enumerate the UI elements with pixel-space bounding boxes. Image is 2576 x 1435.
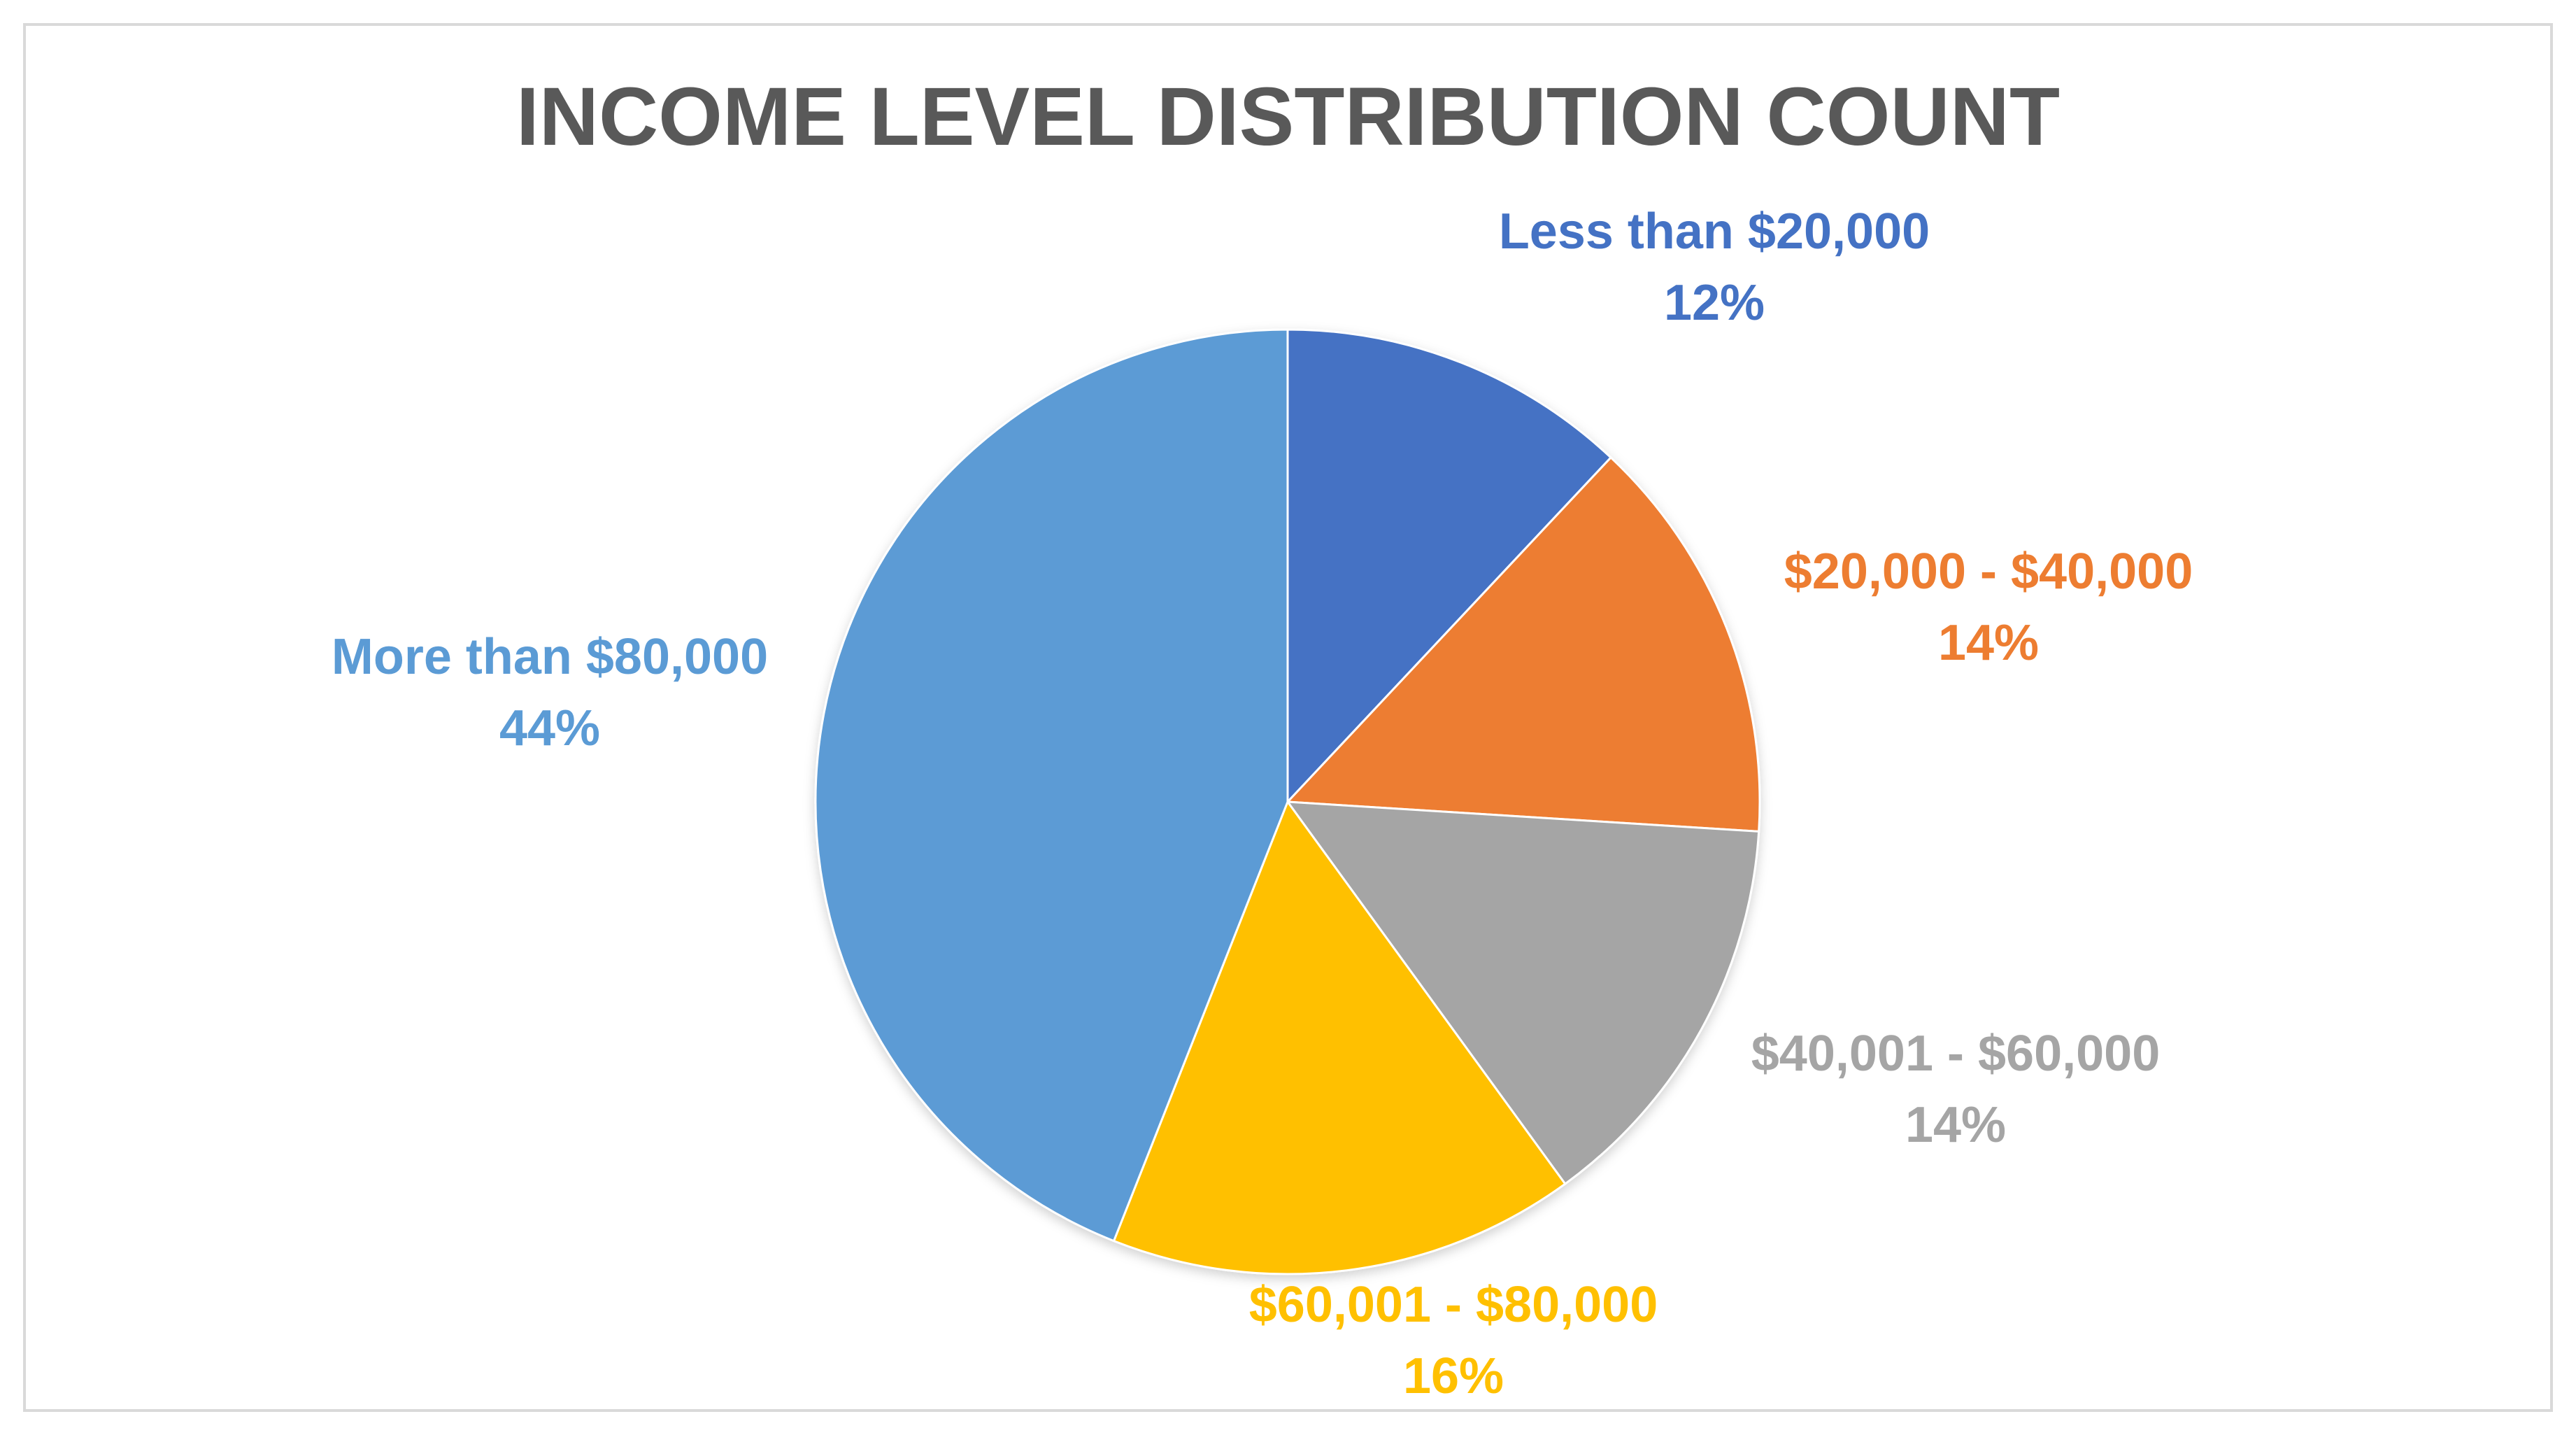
data-label-percentage: 14% — [1905, 1097, 2007, 1153]
data-label-5: More than $80,000 44% — [332, 621, 768, 764]
pie-slice-5 — [814, 328, 1289, 1243]
data-label-percentage: 44% — [499, 700, 601, 756]
data-label-category: Less than $20,000 — [1498, 203, 1930, 260]
pie-slice-4 — [1112, 799, 1567, 1275]
data-label-3: $40,001 - $60,000 14% — [1751, 1018, 2161, 1161]
data-label-percentage: 14% — [1937, 615, 2040, 671]
data-label-percentage: 12% — [1663, 275, 1765, 331]
data-label-category: $40,001 - $60,000 — [1751, 1025, 2161, 1082]
data-label-category: More than $80,000 — [331, 628, 769, 685]
data-label-2: $20,000 - $40,000 14% — [1784, 536, 2193, 679]
data-label-1: Less than $20,000 12% — [1499, 196, 1930, 339]
pie-slice-1 — [1286, 328, 1613, 805]
data-label-percentage: 16% — [1402, 1348, 1504, 1404]
data-label-category: $60,001 - $80,000 — [1248, 1276, 1658, 1333]
pie-slice-3 — [1285, 800, 1760, 1186]
chart-title: INCOME LEVEL DISTRIBUTION COUNT — [515, 71, 2061, 163]
data-label-category: $20,000 - $40,000 — [1784, 543, 2193, 600]
data-label-4: $60,001 - $80,000 16% — [1249, 1269, 1658, 1412]
pie-slice-2 — [1285, 455, 1761, 833]
